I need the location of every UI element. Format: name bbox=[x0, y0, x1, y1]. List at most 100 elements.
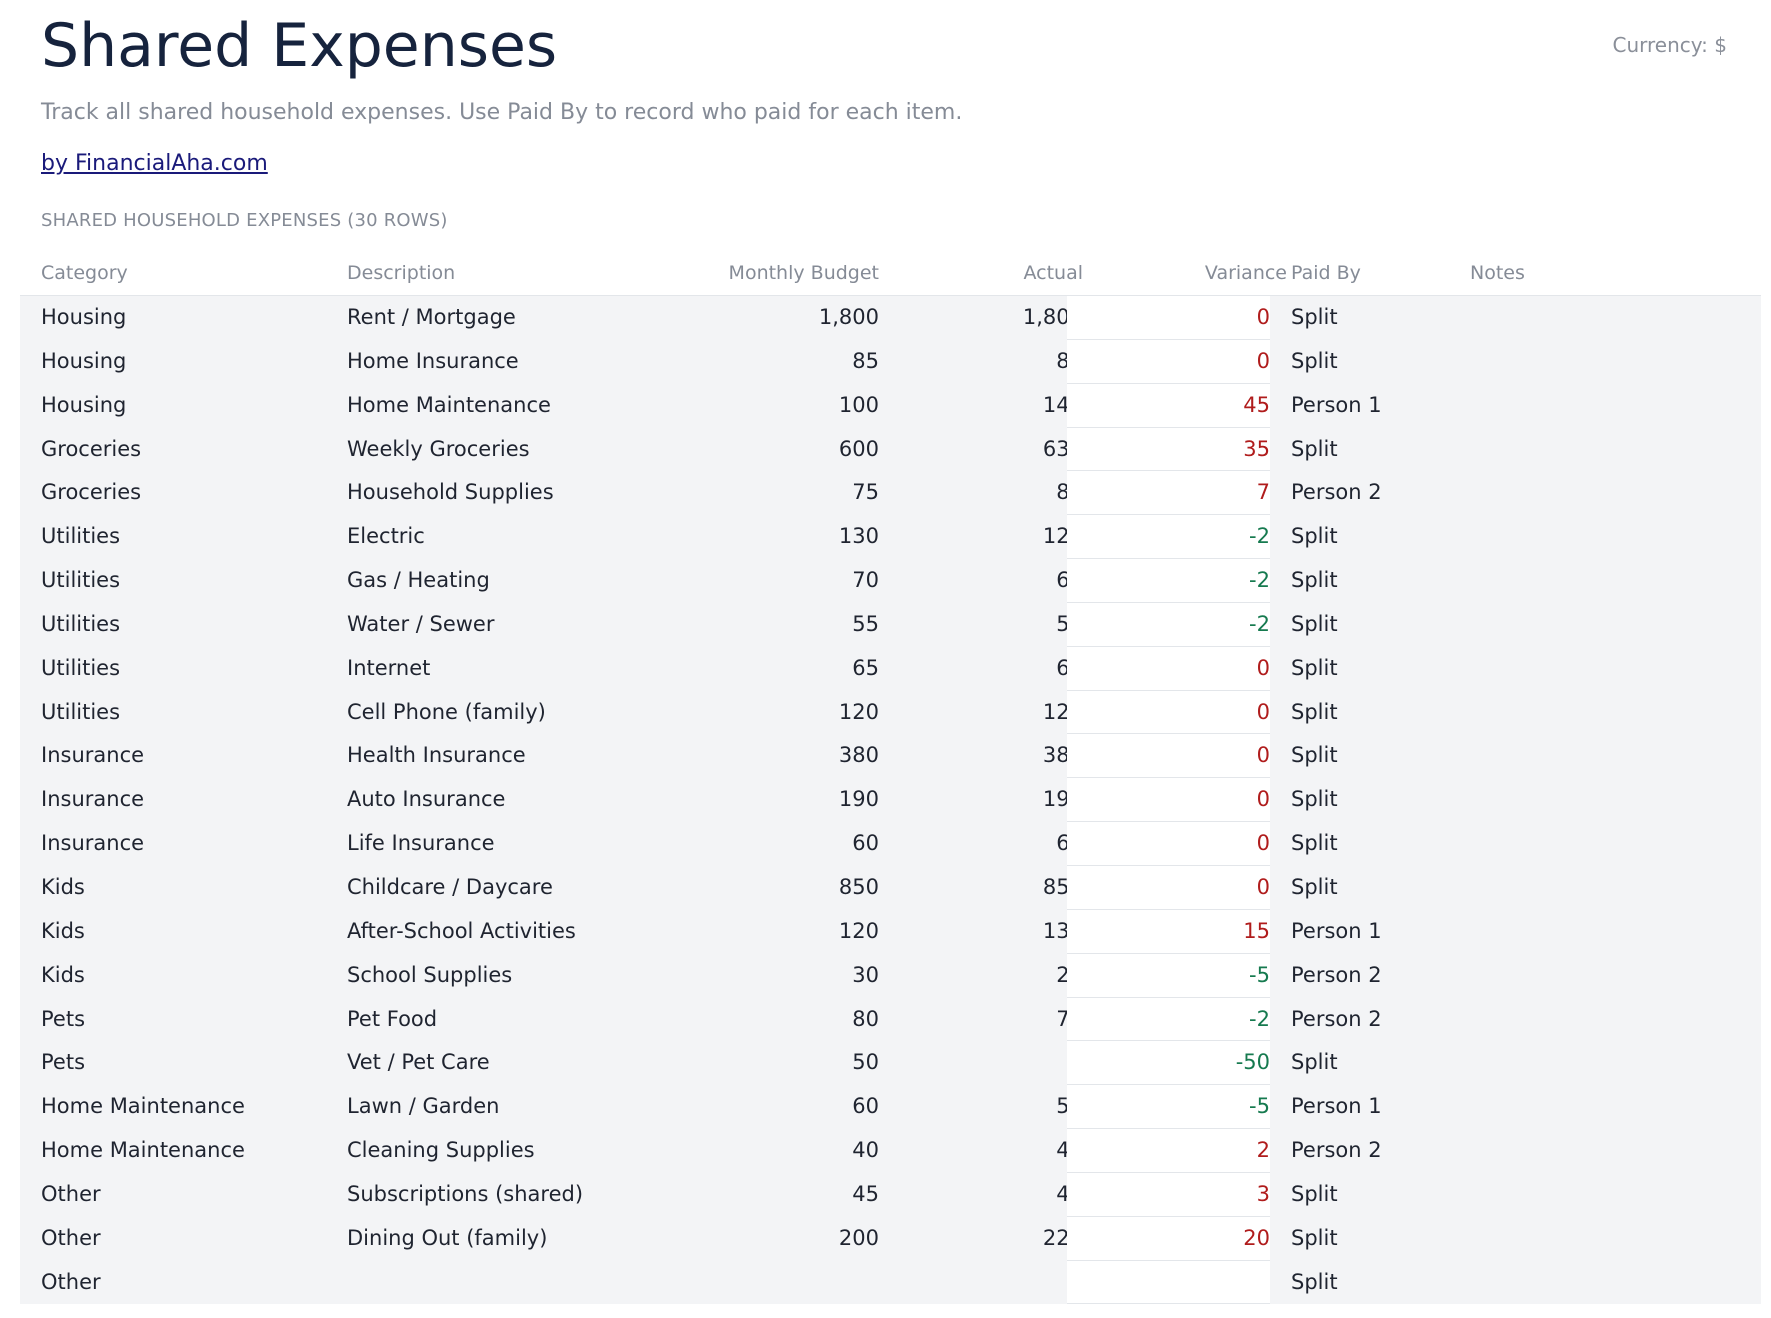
cell-monthly-budget[interactable]: 100 bbox=[838, 392, 879, 417]
cell-description[interactable]: Subscriptions (shared) bbox=[347, 1181, 584, 1206]
cell-description[interactable]: Weekly Groceries bbox=[347, 436, 530, 461]
cell-description[interactable]: Vet / Pet Care bbox=[347, 1050, 490, 1075]
cell-monthly-budget[interactable]: 75 bbox=[852, 480, 879, 505]
cell-description[interactable]: Electric bbox=[347, 524, 425, 549]
cell-monthly-budget[interactable]: 60 bbox=[852, 831, 879, 856]
cell-description[interactable]: Childcare / Daycare bbox=[347, 874, 553, 899]
cell-category[interactable]: Groceries bbox=[41, 480, 142, 505]
cell-monthly-budget[interactable]: 55 bbox=[852, 611, 879, 636]
cell-paid-by[interactable]: Split bbox=[1291, 874, 1338, 899]
cell-category[interactable]: Utilities bbox=[41, 611, 121, 636]
cell-description[interactable]: After-School Activities bbox=[347, 918, 576, 943]
cell-description[interactable]: Life Insurance bbox=[347, 831, 495, 856]
cell-description[interactable]: Rent / Mortgage bbox=[347, 305, 516, 329]
cell-paid-by[interactable]: Person 1 bbox=[1291, 1094, 1382, 1119]
financialaha-link[interactable]: by FinancialAha.com bbox=[41, 151, 268, 176]
cell-category[interactable]: Kids bbox=[41, 918, 85, 943]
cell-category[interactable]: Groceries bbox=[41, 436, 142, 461]
cell-description[interactable]: School Supplies bbox=[347, 962, 513, 987]
column-header-actual[interactable]: Actual bbox=[1023, 262, 1083, 284]
cell-monthly-budget[interactable]: 60 bbox=[852, 1094, 879, 1119]
cell-description[interactable]: Pet Food bbox=[347, 1006, 438, 1031]
cell-paid-by[interactable]: Split bbox=[1291, 611, 1338, 636]
cell-category[interactable]: Housing bbox=[41, 348, 127, 373]
column-header-variance[interactable]: Variance bbox=[1204, 262, 1287, 284]
cell-paid-by[interactable]: Split bbox=[1291, 348, 1338, 373]
cell-description[interactable]: Household Supplies bbox=[347, 480, 554, 505]
cell-description[interactable]: Dining Out (family) bbox=[347, 1225, 548, 1250]
cell-category[interactable]: Home Maintenance bbox=[41, 1094, 245, 1119]
cell-paid-by[interactable]: Split bbox=[1291, 831, 1338, 856]
cell-paid-by[interactable]: Split bbox=[1291, 436, 1338, 461]
cell-paid-by[interactable]: Split bbox=[1291, 1181, 1338, 1206]
cell-description[interactable]: Cleaning Supplies bbox=[347, 1138, 535, 1163]
cell-monthly-budget[interactable]: 40 bbox=[852, 1138, 879, 1163]
cell-monthly-budget[interactable]: 600 bbox=[838, 436, 879, 461]
column-header-description[interactable]: Description bbox=[347, 262, 456, 284]
cell-monthly-budget[interactable]: 30 bbox=[852, 962, 879, 987]
cell-category[interactable]: Insurance bbox=[41, 743, 145, 768]
cell-monthly-budget[interactable]: 85 bbox=[852, 348, 879, 373]
cell-description[interactable]: Internet bbox=[347, 655, 431, 680]
cell-monthly-budget[interactable]: 65 bbox=[852, 655, 879, 680]
cell-category[interactable]: Kids bbox=[41, 874, 85, 899]
cell-paid-by[interactable]: Split bbox=[1291, 787, 1338, 812]
cell-category[interactable]: Home Maintenance bbox=[41, 1138, 245, 1163]
cell-category[interactable]: Other bbox=[41, 1225, 101, 1250]
cell-paid-by[interactable]: Split bbox=[1291, 743, 1338, 768]
cell-category[interactable]: Utilities bbox=[41, 568, 121, 593]
cell-category[interactable]: Pets bbox=[41, 1050, 86, 1075]
cell-paid-by[interactable]: Split bbox=[1291, 699, 1338, 724]
cell-description[interactable]: Gas / Heating bbox=[347, 568, 490, 593]
cell-paid-by[interactable]: Split bbox=[1291, 305, 1338, 329]
cell-description[interactable]: Home Insurance bbox=[347, 348, 519, 373]
cell-paid-by[interactable]: Split bbox=[1291, 568, 1338, 593]
cell-description[interactable]: Water / Sewer bbox=[347, 611, 495, 636]
cell-monthly-budget[interactable]: 50 bbox=[852, 1050, 879, 1075]
table-row: UtilitiesInternet65650Split bbox=[20, 646, 1761, 691]
cell-paid-by[interactable]: Split bbox=[1291, 655, 1338, 680]
cell-category[interactable]: Pets bbox=[41, 1006, 86, 1031]
cell-paid-by[interactable]: Split bbox=[1291, 1269, 1338, 1294]
cell-category[interactable]: Insurance bbox=[41, 831, 145, 856]
cell-monthly-budget[interactable]: 850 bbox=[838, 874, 879, 899]
cell-category[interactable]: Insurance bbox=[41, 787, 145, 812]
cell-category[interactable]: Housing bbox=[41, 392, 127, 417]
column-header-monthly-budget[interactable]: Monthly Budget bbox=[728, 262, 879, 284]
cell-description[interactable]: Lawn / Garden bbox=[347, 1094, 500, 1119]
cell-monthly-budget[interactable]: 380 bbox=[838, 743, 879, 768]
cell-paid-by[interactable]: Split bbox=[1291, 1050, 1338, 1075]
column-header-notes[interactable]: Notes bbox=[1470, 262, 1525, 284]
cell-monthly-budget[interactable]: 80 bbox=[852, 1006, 879, 1031]
column-header-paid-by[interactable]: Paid By bbox=[1291, 262, 1361, 284]
cell-monthly-budget[interactable]: 120 bbox=[838, 699, 879, 724]
cell-category[interactable]: Kids bbox=[41, 962, 85, 987]
cell-paid-by[interactable]: Person 1 bbox=[1291, 918, 1382, 943]
cell-paid-by[interactable]: Person 2 bbox=[1291, 1006, 1382, 1031]
cell-category[interactable]: Utilities bbox=[41, 699, 121, 724]
cell-description[interactable]: Home Maintenance bbox=[347, 392, 551, 417]
cell-paid-by[interactable]: Person 2 bbox=[1291, 962, 1382, 987]
cell-monthly-budget[interactable]: 130 bbox=[838, 524, 879, 549]
cell-category[interactable]: Utilities bbox=[41, 524, 121, 549]
cell-monthly-budget[interactable]: 190 bbox=[838, 787, 879, 812]
column-header-category[interactable]: Category bbox=[41, 262, 128, 284]
cell-category[interactable]: Other bbox=[41, 1181, 101, 1206]
cell-monthly-budget[interactable]: 200 bbox=[838, 1225, 879, 1250]
cell-monthly-budget[interactable]: 1,800 bbox=[818, 305, 879, 329]
cell-paid-by[interactable]: Person 1 bbox=[1291, 392, 1382, 417]
cell-monthly-budget[interactable]: 45 bbox=[852, 1181, 879, 1206]
variance-value: 0 bbox=[1256, 305, 1270, 329]
cell-paid-by[interactable]: Person 2 bbox=[1291, 480, 1382, 505]
cell-monthly-budget[interactable]: 70 bbox=[852, 568, 879, 593]
cell-category[interactable]: Utilities bbox=[41, 655, 121, 680]
cell-paid-by[interactable]: Split bbox=[1291, 524, 1338, 549]
cell-description[interactable]: Auto Insurance bbox=[347, 787, 506, 812]
cell-category[interactable]: Housing bbox=[41, 305, 127, 329]
cell-category[interactable]: Other bbox=[41, 1269, 101, 1294]
cell-description[interactable]: Cell Phone (family) bbox=[347, 699, 546, 724]
cell-paid-by[interactable]: Split bbox=[1291, 1225, 1338, 1250]
cell-description[interactable]: Health Insurance bbox=[347, 743, 526, 768]
cell-monthly-budget[interactable]: 120 bbox=[838, 918, 879, 943]
cell-paid-by[interactable]: Person 2 bbox=[1291, 1138, 1382, 1163]
